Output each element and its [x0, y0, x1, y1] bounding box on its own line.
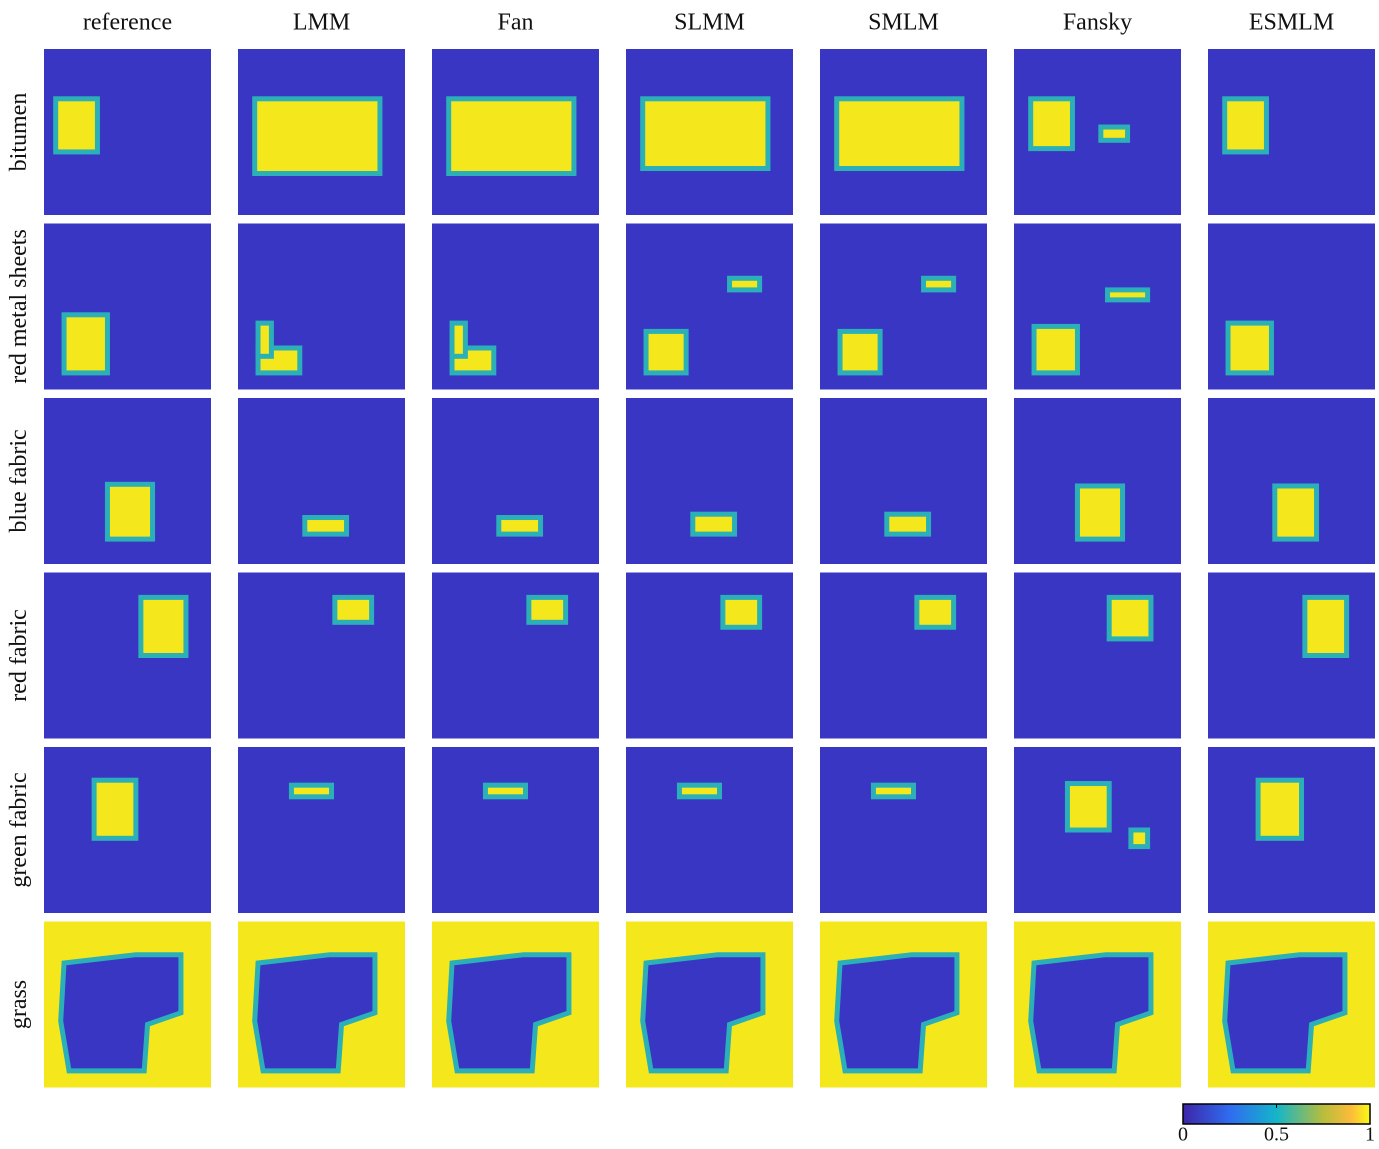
column-title: Fansky	[1063, 10, 1132, 36]
abundance-blob	[1074, 483, 1126, 542]
row-label: grass	[6, 980, 32, 1029]
abundance-blob	[449, 320, 468, 359]
abundance-blob	[914, 594, 957, 630]
abundance-map	[432, 747, 599, 913]
abundance-blob	[640, 952, 766, 1074]
abundance-map	[432, 398, 599, 564]
abundance-blob	[446, 96, 577, 176]
abundance-blob	[1225, 320, 1274, 376]
abundance-blob	[1031, 323, 1080, 376]
abundance-map	[1208, 572, 1375, 739]
row-label: bitumen	[6, 93, 32, 172]
abundance-blob	[1105, 287, 1151, 303]
abundance-blob	[1222, 96, 1269, 155]
abundance-blob	[482, 782, 529, 800]
abundance-blob	[446, 952, 572, 1074]
abundance-map	[1014, 572, 1181, 739]
abundance-blob	[1128, 827, 1151, 850]
abundance-blob	[643, 328, 689, 376]
colorbar-tick-label: 1	[1365, 1124, 1375, 1144]
abundance-blob	[1028, 96, 1075, 152]
abundance-blob	[834, 96, 965, 172]
abundance-map	[820, 398, 987, 564]
abundance-blob	[252, 952, 378, 1074]
abundance-blob	[1106, 594, 1154, 642]
abundance-blob	[302, 515, 350, 537]
abundance-map	[238, 398, 405, 564]
abundance-map	[238, 747, 405, 913]
abundance-blob	[61, 312, 110, 376]
abundance-blob	[690, 511, 738, 537]
abundance-blob	[1255, 777, 1305, 841]
abundance-map	[432, 572, 599, 739]
column-title: reference	[83, 10, 172, 36]
row-label: red fabric	[6, 609, 32, 702]
abundance-blob	[58, 952, 184, 1074]
abundance-map	[626, 572, 793, 739]
abundance-blob	[526, 594, 569, 625]
abundance-blob	[921, 275, 957, 293]
abundance-map	[626, 398, 793, 564]
row-label: green fabric	[6, 772, 32, 887]
abundance-blob	[496, 515, 544, 537]
row-label: red metal sheets	[6, 229, 32, 384]
abundance-blob	[834, 952, 960, 1074]
abundance-blob	[884, 511, 932, 537]
abundance-blob	[138, 594, 189, 659]
abundance-blob	[640, 96, 771, 172]
abundance-blob	[255, 320, 274, 359]
column-title: Fan	[498, 10, 534, 36]
abundance-blob	[104, 481, 156, 542]
column-title: LMM	[293, 10, 350, 36]
column-title: SLMM	[674, 10, 745, 36]
abundance-blob	[1222, 952, 1348, 1074]
abundance-blob	[252, 96, 383, 176]
abundance-blob	[1302, 594, 1350, 659]
abundance-map	[626, 747, 793, 913]
abundance-map	[238, 572, 405, 739]
abundance-blob	[720, 594, 763, 630]
colorbar-tick-label: 0	[1178, 1124, 1188, 1144]
abundance-blob	[1064, 781, 1112, 833]
colorbar-tick-label: 0.5	[1264, 1124, 1289, 1144]
abundance-blob	[1098, 124, 1131, 143]
abundance-map	[820, 572, 987, 739]
abundance-blob	[53, 96, 100, 155]
column-title: ESMLM	[1249, 10, 1334, 36]
abundance-blob	[676, 782, 723, 800]
abundance-blob	[727, 275, 763, 293]
row-label: blue fabric	[6, 429, 32, 532]
abundance-blob	[288, 782, 335, 800]
abundance-blob	[332, 594, 375, 625]
abundance-map	[820, 747, 987, 913]
abundance-blob	[870, 782, 917, 800]
abundance-blob	[1028, 952, 1154, 1074]
abundance-blob	[1272, 483, 1320, 542]
abundance-blob	[91, 777, 139, 841]
column-title: SMLM	[868, 10, 939, 36]
abundance-blob	[837, 328, 883, 376]
